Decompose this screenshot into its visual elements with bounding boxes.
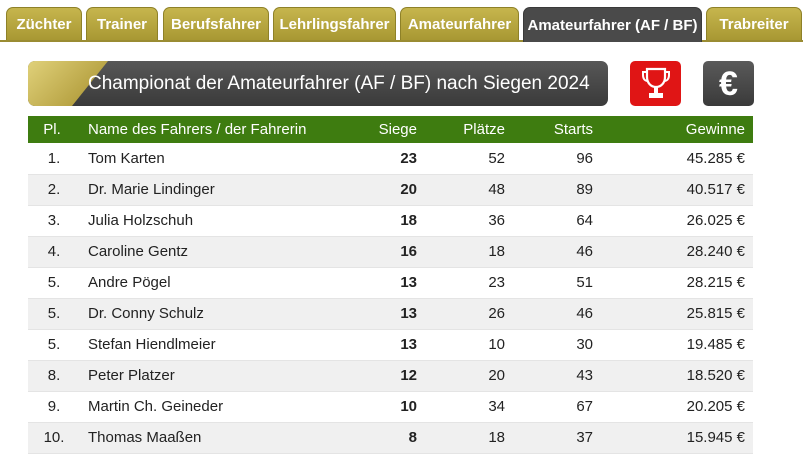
cell-pl: 1. <box>28 143 80 175</box>
tab-trainer[interactable]: Trainer <box>86 7 158 40</box>
header-starts[interactable]: Starts <box>553 121 593 138</box>
cell-pl: 8. <box>28 360 80 392</box>
cell-starts: 43 <box>513 360 601 392</box>
cell-plaetze: 18 <box>425 236 513 268</box>
table-row: 5. Andre Pögel 13 23 51 28.215 € <box>28 267 753 299</box>
cell-plaetze: 20 <box>425 360 513 392</box>
cell-name[interactable]: Peter Platzer <box>80 360 335 392</box>
table-row: 2. Dr. Marie Lindinger 20 48 89 40.517 € <box>28 174 753 206</box>
header-plaetze[interactable]: Plätze <box>463 121 505 138</box>
table-row: 5. Stefan Hiendlmeier 13 10 30 19.485 € <box>28 329 753 361</box>
cell-gewinne: 28.240 € <box>601 236 753 268</box>
cell-plaetze: 48 <box>425 174 513 206</box>
tab-trabreiter[interactable]: Trabreiter <box>706 7 802 40</box>
cell-siege: 13 <box>335 298 425 330</box>
table-row: 4. Caroline Gentz 16 18 46 28.240 € <box>28 236 753 268</box>
header-siege[interactable]: Siege <box>378 121 417 138</box>
cell-gewinne: 19.485 € <box>601 329 753 361</box>
cell-gewinne: 15.945 € <box>601 422 753 454</box>
cell-plaetze: 23 <box>425 267 513 299</box>
cell-name[interactable]: Stefan Hiendlmeier <box>80 329 335 361</box>
table-row: 10. Thomas Maaßen 8 18 37 15.945 € <box>28 422 753 454</box>
cell-starts: 89 <box>513 174 601 206</box>
cell-siege: 18 <box>335 205 425 237</box>
page-title: Championat der Amateurfahrer (AF / BF) n… <box>88 72 590 94</box>
tab-berufsfahrer[interactable]: Berufsfahrer <box>163 7 269 40</box>
tab-lehrlingsfahrer[interactable]: Lehrlingsfahrer <box>273 7 396 40</box>
cell-siege: 12 <box>335 360 425 392</box>
cell-name[interactable]: Andre Pögel <box>80 267 335 299</box>
table-row: 8. Peter Platzer 12 20 43 18.520 € <box>28 360 753 392</box>
cell-plaetze: 52 <box>425 143 513 175</box>
cell-pl: 5. <box>28 267 80 299</box>
table-row: 9. Martin Ch. Geineder 10 34 67 20.205 € <box>28 391 753 423</box>
cell-siege: 23 <box>335 143 425 175</box>
cell-plaetze: 26 <box>425 298 513 330</box>
cell-name[interactable]: Caroline Gentz <box>80 236 335 268</box>
tab-amateurfahrer-af-bf[interactable]: Amateurfahrer (AF / BF) <box>523 7 702 42</box>
header-gewinne[interactable]: Gewinne <box>685 121 745 138</box>
cell-name[interactable]: Thomas Maaßen <box>80 422 335 454</box>
header-name[interactable]: Name des Fahrers / der Fahrerin <box>88 121 307 138</box>
cell-name[interactable]: Julia Holzschuh <box>80 205 335 237</box>
cell-starts: 67 <box>513 391 601 423</box>
cell-pl: 10. <box>28 422 80 454</box>
cell-gewinne: 20.205 € <box>601 391 753 423</box>
cell-plaetze: 18 <box>425 422 513 454</box>
cell-plaetze: 34 <box>425 391 513 423</box>
header-pl[interactable]: Pl. <box>43 121 61 138</box>
cell-pl: 4. <box>28 236 80 268</box>
cell-plaetze: 36 <box>425 205 513 237</box>
table-row: 3. Julia Holzschuh 18 36 64 26.025 € <box>28 205 753 237</box>
cell-name[interactable]: Dr. Conny Schulz <box>80 298 335 330</box>
cell-name[interactable]: Tom Karten <box>80 143 335 175</box>
cell-siege: 20 <box>335 174 425 206</box>
cell-pl: 5. <box>28 298 80 330</box>
cell-plaetze: 10 <box>425 329 513 361</box>
cell-siege: 16 <box>335 236 425 268</box>
championship-table: Pl. Name des Fahrers / der Fahrerin Sieg… <box>28 116 753 454</box>
cell-siege: 13 <box>335 329 425 361</box>
cell-name[interactable]: Martin Ch. Geineder <box>80 391 335 423</box>
cell-starts: 37 <box>513 422 601 454</box>
cell-gewinne: 25.815 € <box>601 298 753 330</box>
cell-starts: 96 <box>513 143 601 175</box>
cell-gewinne: 28.215 € <box>601 267 753 299</box>
cell-starts: 46 <box>513 298 601 330</box>
cell-gewinne: 26.025 € <box>601 205 753 237</box>
cell-siege: 8 <box>335 422 425 454</box>
championship-title-bar: Championat der Amateurfahrer (AF / BF) n… <box>28 61 608 106</box>
tab-amateurfahrer[interactable]: Amateurfahrer <box>400 7 519 40</box>
cell-siege: 10 <box>335 391 425 423</box>
cell-pl: 9. <box>28 391 80 423</box>
category-tabbar: Züchter Trainer Berufsfahrer Lehrlingsfa… <box>0 0 803 42</box>
euro-icon: € <box>719 64 738 103</box>
table-row: 1. Tom Karten 23 52 96 45.285 € <box>28 143 753 175</box>
cell-starts: 30 <box>513 329 601 361</box>
cell-starts: 46 <box>513 236 601 268</box>
cell-starts: 51 <box>513 267 601 299</box>
cell-siege: 13 <box>335 267 425 299</box>
cell-pl: 5. <box>28 329 80 361</box>
cell-pl: 2. <box>28 174 80 206</box>
table-header-row: Pl. Name des Fahrers / der Fahrerin Sieg… <box>28 116 753 143</box>
table-row: 5. Dr. Conny Schulz 13 26 46 25.815 € <box>28 298 753 330</box>
cell-name[interactable]: Dr. Marie Lindinger <box>80 174 335 206</box>
cell-starts: 64 <box>513 205 601 237</box>
tab-zuechter[interactable]: Züchter <box>6 7 82 40</box>
sort-by-money-button[interactable]: € <box>703 61 754 106</box>
cell-gewinne: 18.520 € <box>601 360 753 392</box>
cell-gewinne: 45.285 € <box>601 143 753 175</box>
sort-by-wins-button[interactable] <box>630 61 681 106</box>
cell-gewinne: 40.517 € <box>601 174 753 206</box>
trophy-icon <box>641 67 670 98</box>
cell-pl: 3. <box>28 205 80 237</box>
